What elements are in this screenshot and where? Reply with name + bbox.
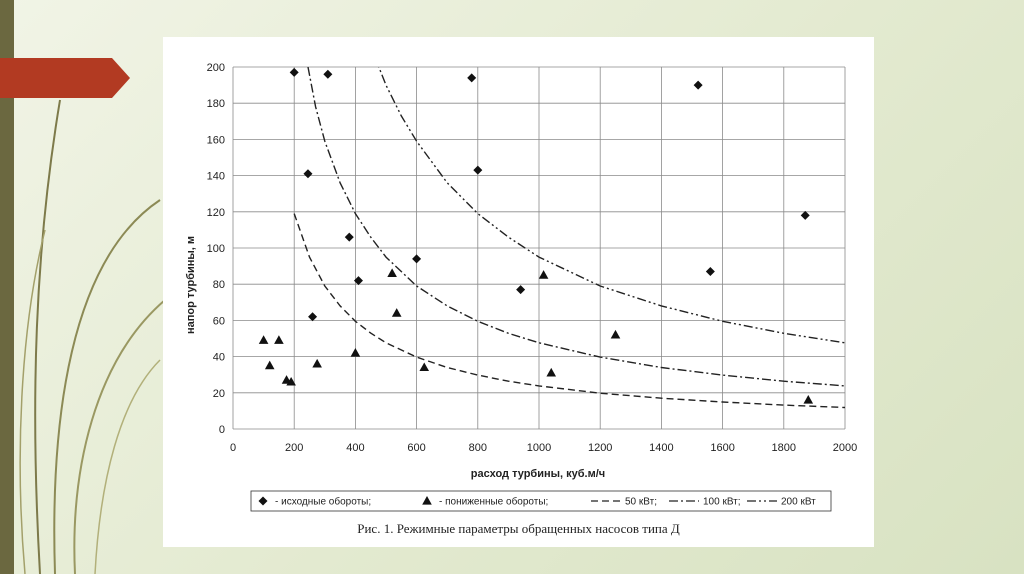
x-axis-title: расход турбины, куб.м/ч (471, 468, 605, 480)
curve-dashed (293, 213, 845, 409)
data-point-triangle (419, 362, 430, 372)
grass-decoration (34, 99, 61, 574)
x-tick-label: 1400 (649, 442, 673, 454)
y-tick-label: 140 (207, 171, 225, 183)
y-tick-label: 60 (213, 315, 225, 327)
legend-marker-triangle (422, 496, 432, 505)
data-point-diamond (473, 165, 483, 175)
data-point-diamond (323, 69, 333, 79)
y-tick-label: 20 (213, 388, 225, 400)
data-point-triangle (546, 367, 557, 377)
y-tick-label: 100 (207, 243, 225, 255)
legend-label: 50 кВт; (625, 497, 657, 508)
data-point-triangle (274, 335, 284, 344)
x-tick-label: 1200 (588, 442, 612, 454)
scatter-chart: 0 200 400 600 800 1000 1200 1400 1600 1800 2000 0 20… (185, 62, 858, 512)
data-point-triangle (350, 347, 361, 357)
y-tick-label: 40 (213, 352, 225, 364)
legend-label: 100 кВт; (703, 497, 741, 508)
legend-box (250, 490, 832, 512)
data-point-diamond (412, 254, 422, 264)
y-tick-label: 160 (207, 134, 225, 146)
x-tick-label: 2000 (833, 442, 857, 454)
data-point-diamond (289, 67, 299, 77)
grid (232, 66, 846, 430)
x-tick-label: 0 (230, 442, 236, 454)
data-point-diamond (308, 312, 318, 322)
x-tick-label: 200 (285, 442, 303, 454)
figure-panel: 0 200 400 600 800 1000 1200 1400 1600 1800 2000 0 20… (163, 37, 874, 547)
data-point-diamond (693, 80, 703, 90)
tick-labels: 0 200 400 600 800 1000 1200 1400 1600 1800 2000 0 20… (207, 62, 858, 454)
legend-label: 200 кВт (781, 497, 816, 508)
y-axis-title: напор турбины, м (185, 236, 197, 334)
y-tick-label: 0 (219, 424, 225, 436)
data-point-triangle (391, 308, 402, 317)
data-point-triangle (312, 358, 322, 368)
x-tick-label: 1600 (710, 442, 734, 454)
y-tick-label: 80 (213, 279, 225, 291)
data-point-triangle (258, 335, 269, 344)
x-tick-label: 1000 (527, 442, 551, 454)
data-point-diamond (353, 276, 363, 286)
data-point-diamond (467, 73, 477, 83)
legend-label: - исходные обороты; (275, 496, 371, 508)
title-arrow-shape (0, 58, 130, 98)
legend-label: - пониженные обороты; (439, 496, 548, 508)
grass-decoration (53, 199, 161, 574)
y-tick-label: 180 (207, 98, 225, 110)
grass-decoration (73, 299, 166, 574)
data-point-diamond (705, 267, 715, 277)
legend: - исходные обороты; - пониженные обороты;… (250, 490, 832, 512)
data-point-diamond (344, 232, 354, 242)
x-tick-label: 800 (469, 442, 487, 454)
legend-marker-diamond (258, 496, 268, 506)
x-tick-label: 400 (346, 442, 364, 454)
data-point-triangle (387, 268, 397, 277)
y-tick-label: 200 (207, 62, 225, 74)
figure-caption: Рис. 1. Режимные параметры обращенных на… (357, 521, 680, 536)
x-tick-label: 600 (407, 442, 425, 454)
grass-decoration (94, 359, 161, 574)
curve-dash-dot-dot (378, 67, 845, 344)
data-point-diamond (303, 169, 313, 179)
power-curves (293, 67, 845, 409)
data-point-triangle (610, 329, 621, 339)
data-points (258, 67, 814, 404)
data-point-triangle (538, 270, 549, 279)
data-point-triangle (264, 360, 275, 370)
data-point-triangle (286, 376, 296, 386)
x-tick-label: 1800 (772, 442, 796, 454)
y-tick-label: 120 (207, 207, 225, 219)
left-side-bar (0, 0, 14, 574)
grass-decoration (19, 229, 46, 574)
data-point-diamond (800, 210, 810, 220)
curve-dash-dot (307, 67, 845, 387)
data-point-diamond (516, 285, 526, 295)
data-point-triangle (803, 395, 814, 404)
